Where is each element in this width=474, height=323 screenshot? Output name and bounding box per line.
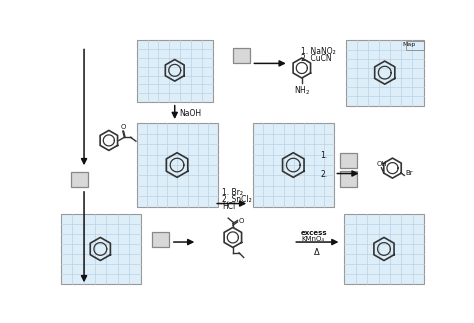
Text: O: O bbox=[238, 218, 244, 224]
Bar bbox=[233, 48, 250, 63]
Text: 1.: 1. bbox=[320, 151, 328, 160]
Text: OH: OH bbox=[376, 161, 387, 167]
Bar bbox=[137, 123, 218, 207]
Text: excess: excess bbox=[301, 230, 328, 236]
Text: Map: Map bbox=[402, 42, 416, 47]
Text: Δ: Δ bbox=[314, 248, 319, 257]
Text: 2.: 2. bbox=[320, 170, 328, 179]
Text: HCl: HCl bbox=[222, 202, 235, 211]
Text: KMnO₄: KMnO₄ bbox=[301, 236, 324, 242]
Bar bbox=[253, 123, 334, 207]
Bar bbox=[406, 41, 424, 50]
Bar bbox=[346, 40, 423, 106]
Text: Br: Br bbox=[405, 170, 413, 176]
Text: 2. SnCl₂: 2. SnCl₂ bbox=[222, 195, 252, 204]
Bar bbox=[340, 171, 357, 187]
Bar bbox=[61, 214, 141, 284]
Text: 1. Br₂: 1. Br₂ bbox=[222, 188, 243, 197]
Bar bbox=[340, 153, 357, 168]
Bar bbox=[71, 172, 88, 187]
Text: O: O bbox=[121, 124, 126, 130]
Text: 1. NaNO₂: 1. NaNO₂ bbox=[301, 47, 336, 56]
Text: NaOH: NaOH bbox=[179, 109, 201, 118]
Bar bbox=[152, 232, 169, 247]
Bar bbox=[137, 40, 213, 102]
Text: NH$_2$: NH$_2$ bbox=[294, 84, 310, 97]
Bar bbox=[345, 214, 424, 284]
Text: 2. CuCN: 2. CuCN bbox=[301, 54, 332, 63]
